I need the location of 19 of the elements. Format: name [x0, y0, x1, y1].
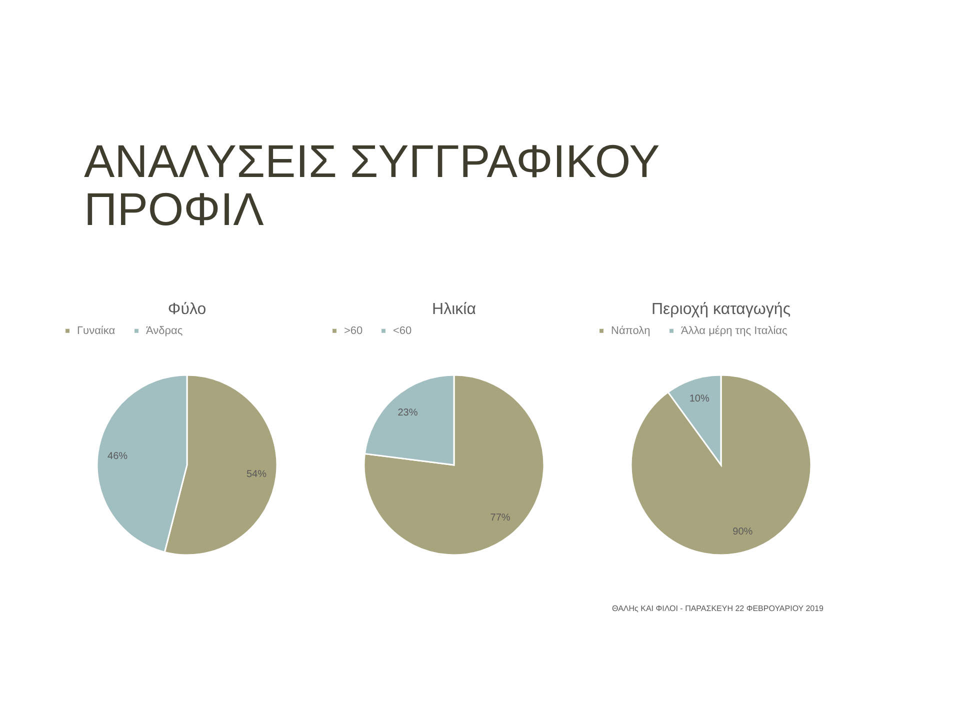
legend-label: Άνδρας: [146, 324, 183, 337]
legend-label: Άλλα μέρη της Ιταλίας: [681, 324, 788, 337]
pie-slice: [630, 374, 812, 556]
chart-title: Φύλο: [168, 301, 206, 318]
data-label: 10%: [689, 393, 710, 404]
legend-label: >60: [344, 324, 363, 337]
chart-title: Περιοχή καταγωγής: [651, 301, 791, 318]
data-label: 77%: [490, 512, 510, 524]
legend-label: Νάπολη: [611, 324, 650, 337]
text: ΘΑΛΗς ΚΑΙ ΦΙΛΟΙ - ΠΑΡΑΣΚΕΥΗ 22 ΦΕΒΡΟΥΑΡΙΟΥ 2019: [612, 604, 824, 613]
chart-title: Ηλικία: [432, 301, 476, 318]
legend-label: Γυναίκα: [77, 324, 116, 337]
data-label: 90%: [732, 526, 753, 538]
data-label: 23%: [398, 407, 418, 418]
pie-slice: [363, 374, 545, 556]
text: ΑΝΑΛΥΣΕΙΣ ΣΥΓΓΡΑΦΙΚΟΥ ΠΡΟΦΙΛ: [84, 135, 660, 235]
legend-label: <60: [393, 324, 412, 337]
data-label: 46%: [108, 451, 128, 462]
data-label: 54%: [246, 468, 267, 480]
